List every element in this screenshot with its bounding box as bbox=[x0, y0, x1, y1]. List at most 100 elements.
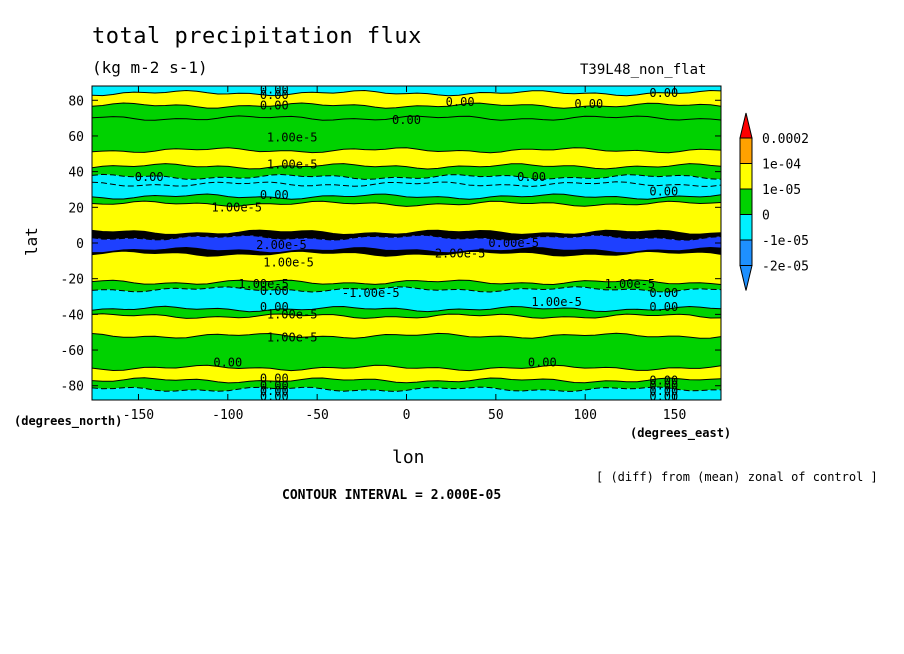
contour-band bbox=[92, 174, 721, 187]
contour-band bbox=[92, 115, 721, 153]
legend-arrow-bottom bbox=[739, 265, 753, 291]
contour-line bbox=[92, 386, 721, 392]
x-axis-label: lon bbox=[392, 447, 425, 468]
contour-label: 1.00e-5 bbox=[263, 256, 314, 270]
chart-title: total precipitation flux bbox=[92, 24, 422, 49]
legend-label: -2e-05 bbox=[762, 260, 809, 275]
contour-label: 0.00 bbox=[260, 379, 289, 393]
contour-band bbox=[92, 230, 721, 241]
contour-band bbox=[92, 163, 721, 180]
contour-label: 0.00 bbox=[260, 372, 289, 386]
contour-label: 0.00 bbox=[260, 384, 289, 398]
contour-band bbox=[92, 387, 721, 400]
contour-label: 1.00e-5 bbox=[267, 331, 318, 345]
contour-line bbox=[92, 102, 721, 109]
contour-label: -1.00e-5 bbox=[342, 286, 400, 300]
x-tick-label: 50 bbox=[488, 408, 504, 423]
x-tick-label: 100 bbox=[573, 408, 596, 423]
contour-label-layer: 0.000.000.00 0.00 0.000.000.001.00e-51.00e… bbox=[135, 83, 679, 403]
contour-line bbox=[92, 250, 721, 257]
contour-label: 0.00 bbox=[446, 95, 475, 109]
contour-label: 0.00 bbox=[260, 389, 289, 403]
legend-label: 0.0002 bbox=[762, 132, 809, 147]
contour-band bbox=[92, 377, 721, 392]
contour-label: 2.00e-5 bbox=[435, 247, 486, 261]
contour-fill-layer bbox=[92, 86, 721, 400]
contour-label: 0.00e-5 bbox=[488, 236, 539, 250]
contour-line bbox=[92, 332, 721, 339]
y-tick-label: -80 bbox=[61, 380, 84, 395]
contour-band bbox=[92, 365, 721, 383]
contour-band bbox=[92, 181, 721, 200]
contour-line bbox=[92, 279, 721, 286]
legend-label: -1e-05 bbox=[762, 234, 809, 249]
contour-label: 0.00 bbox=[213, 356, 242, 370]
contour-label: 0.00 bbox=[649, 300, 678, 314]
contour-line-layer bbox=[92, 89, 721, 392]
y-tick-label: 0 bbox=[76, 237, 84, 252]
y-tick-label: 20 bbox=[68, 201, 84, 216]
contour-label: 0.00 bbox=[260, 88, 289, 102]
legend-swatch bbox=[739, 163, 753, 190]
contour-line bbox=[92, 246, 721, 254]
x-tick-label: 0 bbox=[403, 408, 411, 423]
contour-label: 0.00 bbox=[528, 356, 557, 370]
x-axis-unit: (degrees_east) bbox=[630, 426, 732, 440]
contour-band bbox=[92, 247, 721, 257]
contour-label: 1.00e-5 bbox=[211, 200, 262, 214]
contour-label: 0.00 bbox=[649, 379, 678, 393]
contour-line bbox=[92, 364, 721, 372]
diff-note: [ (diff) from (mean) zonal of control ] bbox=[596, 470, 878, 484]
contour-label: 0.00 bbox=[649, 86, 678, 100]
y-tick-label: -40 bbox=[61, 308, 84, 323]
y-axis: 80 60 40 20 0 -20 -40 -60 -80 bbox=[61, 94, 721, 395]
chart-units: (kg m-2 s-1) bbox=[92, 58, 208, 77]
contour-label: 1.00e-5 bbox=[267, 307, 318, 321]
contour-band bbox=[92, 86, 721, 96]
y-tick-label: 40 bbox=[68, 166, 84, 181]
contour-line bbox=[92, 229, 721, 236]
contour-label: 1.00e-5 bbox=[267, 131, 318, 145]
plot-frame bbox=[91, 85, 722, 401]
contour-band bbox=[92, 235, 721, 253]
y-axis-unit: (degrees_north) bbox=[14, 414, 123, 428]
x-axis: -150 -100 -50 0 50 100 150 bbox=[123, 86, 686, 423]
contour-label: 0.00 bbox=[392, 113, 421, 127]
x-tick-label: -150 bbox=[123, 408, 154, 423]
contour-band bbox=[92, 286, 721, 312]
contour-label: 1.00e-5 bbox=[238, 277, 289, 291]
y-axis-label: lat bbox=[22, 227, 41, 256]
contour-band bbox=[92, 147, 721, 169]
legend-label: 1e-05 bbox=[762, 183, 801, 198]
contour-label: 2.00e-5 bbox=[256, 238, 307, 252]
contour-label: 1.00e-5 bbox=[531, 295, 582, 309]
contour-band bbox=[92, 194, 721, 207]
legend-swatch bbox=[739, 239, 753, 266]
contour-interval: CONTOUR INTERVAL = 2.000E-05 bbox=[282, 488, 502, 503]
x-tick-label: -50 bbox=[305, 408, 328, 423]
contour-line bbox=[92, 147, 721, 154]
legend-label: 1e-04 bbox=[762, 158, 801, 173]
contour-label: 1.00e-5 bbox=[605, 277, 656, 291]
contour-band bbox=[92, 279, 721, 292]
contour-line bbox=[92, 200, 721, 207]
contour-band bbox=[92, 306, 721, 319]
contour-band bbox=[92, 333, 721, 371]
contour-band bbox=[92, 90, 721, 109]
contour-line bbox=[92, 377, 721, 384]
y-tick-label: 60 bbox=[68, 130, 84, 145]
contour-line bbox=[92, 89, 721, 97]
x-tick-label: -100 bbox=[212, 408, 243, 423]
contour-label: 0.00 bbox=[649, 184, 678, 198]
contour-line bbox=[92, 313, 721, 319]
contour-label: 1.00e-5 bbox=[267, 158, 318, 172]
contour-label: 0.00 bbox=[260, 83, 289, 97]
contour-label: 0.00 bbox=[649, 286, 678, 300]
contour-label: 0.00 bbox=[649, 373, 678, 387]
contour-line bbox=[92, 305, 721, 313]
contour-label: 0.00 bbox=[649, 389, 678, 403]
contour-line bbox=[92, 115, 721, 121]
y-tick-label: 80 bbox=[68, 94, 84, 109]
legend-swatch bbox=[739, 188, 753, 215]
